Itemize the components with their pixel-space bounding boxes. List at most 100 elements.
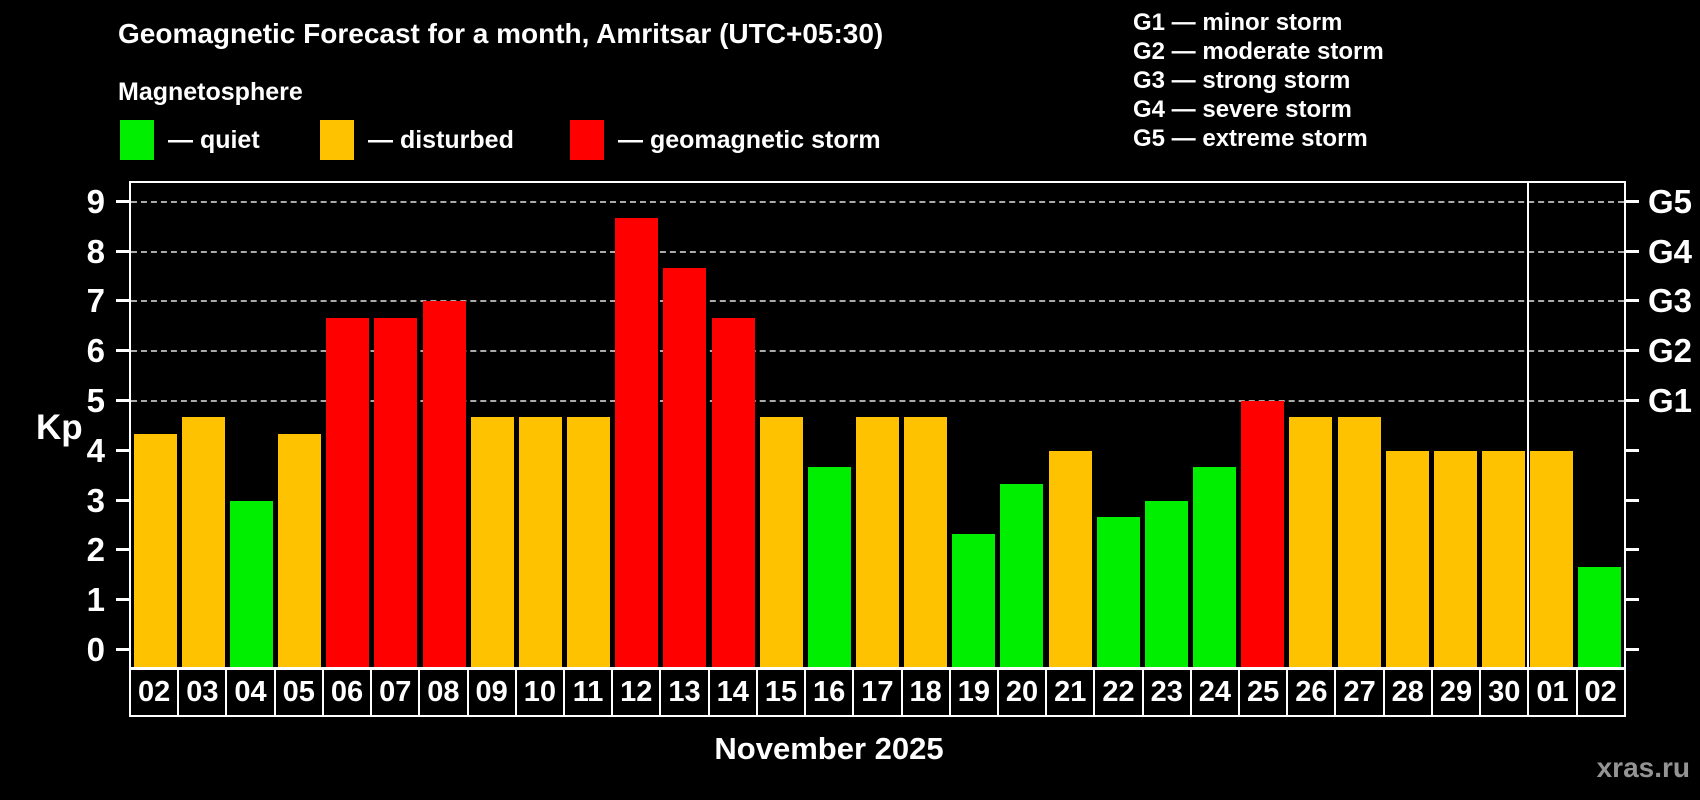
quiet-swatch-icon [120,120,154,160]
y-tick-label-1: 1 [86,581,105,619]
kp-bar-21 [1048,450,1092,667]
date-cell-20: 20 [999,670,1048,715]
date-cell-09: 09 [469,670,517,715]
kp-bar-28 [1385,450,1429,667]
kp-bar-20 [1000,484,1044,667]
date-cell-24: 24 [1192,670,1241,715]
y-tick-right-1 [1624,598,1639,602]
y-tick-label-6: 6 [86,332,105,370]
y-tick-label-2: 2 [86,531,105,569]
quiet-label: — quiet [168,125,260,154]
date-cell-17: 17 [854,670,903,715]
y-tick-right-6 [1624,349,1639,353]
y-tick-left-4 [116,448,131,452]
kp-bar-14 [711,317,755,667]
y-tick-right-8 [1624,249,1639,253]
g-level-label-g2: G2 [1648,332,1693,370]
y-tick-left-3 [116,498,131,502]
y-tick-label-7: 7 [86,282,105,320]
page-title: Geomagnetic Forecast for a month, Amrits… [118,18,884,49]
date-cell-16: 16 [806,670,855,715]
kp-bar-22 [1096,517,1140,667]
month-separator [1526,183,1529,667]
kp-bar-16 [807,467,851,667]
date-cell-02: 02 [1584,676,1617,708]
y-tick-label-0: 0 [86,631,105,668]
storm-scale-g1: G1 — minor storm [1133,9,1343,36]
kp-bar-19 [952,533,996,667]
kp-bar-25 [1241,401,1285,667]
gridline-kp9 [131,200,1624,203]
gridline-kp5 [131,400,1624,402]
y-tick-left-7 [116,299,131,303]
date-cell-19: 19 [951,670,999,715]
kp-bar-09 [470,417,514,667]
kp-bar-26 [1289,417,1333,667]
date-cell-02: 02 [131,670,180,715]
date-cell-04: 04 [227,670,276,715]
date-cell-11: 11 [565,670,614,715]
date-cell-14: 14 [710,670,758,715]
date-cell-30: 30 [1481,670,1530,715]
y-tick-right-7 [1624,299,1639,303]
y-tick-right-9 [1624,199,1639,203]
gridline-kp6 [131,350,1624,353]
gridline-kp8 [131,250,1624,253]
y-tick-left-0 [116,648,131,651]
date-cell-10: 10 [517,670,565,715]
legend-item-disturbed: — disturbed [320,120,514,160]
legend-item-storm: — geomagnetic storm [570,120,881,160]
date-cell-05: 05 [276,670,324,715]
storm-swatch-icon [570,120,604,160]
kp-bar-13 [663,268,707,667]
storm-scale-g5: G5 — extreme storm [1133,125,1368,152]
storm-scale-g3: G3 — strong storm [1133,67,1351,94]
date-cell-15: 15 [758,670,807,715]
y-tick-left-1 [116,598,131,602]
date-cell-03: 03 [179,670,228,715]
y-tick-right-4 [1624,448,1639,452]
date-cell-23: 23 [1144,670,1192,715]
kp-bar-12 [615,218,659,667]
y-tick-right-3 [1624,498,1639,502]
date-cell-27: 27 [1336,670,1385,715]
y-tick-label-3: 3 [86,481,105,519]
gridline-kp7 [131,300,1624,303]
storm-scale-g4: G4 — severe storm [1133,96,1352,123]
kp-bar-01 [1530,450,1574,667]
legend-item-quiet: — quiet [120,120,260,160]
magnetosphere-label: Magnetosphere [118,78,303,106]
kp-bar-27 [1337,417,1381,667]
kp-bar-05 [278,434,322,667]
kp-bar-18 [904,417,948,667]
date-cell-21: 21 [1047,670,1096,715]
kp-bar-17 [856,417,899,667]
x-axis-title: November 2025 [714,731,944,766]
g-level-label-g4: G4 [1648,232,1693,270]
date-cell-07: 07 [372,670,421,715]
date-cell-08: 08 [420,670,469,715]
storm-label: — geomagnetic storm [618,125,881,154]
disturbed-swatch-icon [320,120,354,160]
kp-bar-23 [1144,500,1188,667]
y-tick-right-2 [1624,548,1639,552]
y-axis-title: Kp [36,408,83,447]
plot-area: 0 1 2 3 4 5 6 7 8 9 G1 G2 G3 G4 G5 [87,181,1692,669]
watermark: xras.ru [1596,752,1690,783]
date-cell-29: 29 [1433,670,1482,715]
date-cell-22: 22 [1095,670,1144,715]
date-axis: 02 03 04 05 06 07 08 09 10 11 12 13 14 15 16 17 18 19 20 21… [129,668,1626,717]
disturbed-label: — disturbed [368,125,514,154]
date-cell-26: 26 [1288,670,1337,715]
kp-bar-29 [1433,450,1477,667]
kp-bar-08 [422,301,466,667]
kp-bar-15 [759,417,803,667]
storm-scale-legend: G1 — minor storm G2 — moderate storm G3 … [1133,8,1384,153]
y-tick-label-8: 8 [86,232,105,270]
kp-bar-06 [326,317,370,667]
date-cell-01: 01 [1529,670,1578,715]
storm-scale-g2: G2 — moderate storm [1133,38,1384,65]
y-tick-right-5 [1624,399,1639,402]
kp-bar-30 [1482,450,1526,667]
